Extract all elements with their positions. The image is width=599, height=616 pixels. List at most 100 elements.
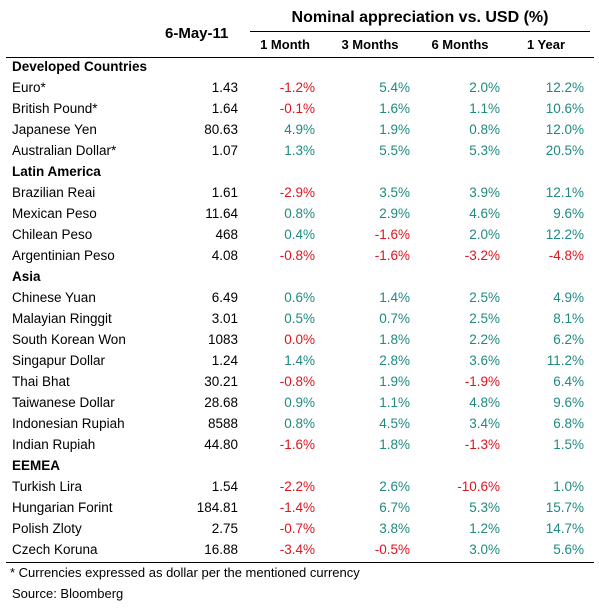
one-month-cell: 0.4%: [284, 227, 315, 242]
one-year-cell: -4.8%: [548, 248, 584, 263]
one-year-cell: 14.7%: [545, 521, 584, 536]
group-header: Developed Countries: [12, 59, 148, 74]
currency-name: Argentinian Peso: [12, 248, 115, 263]
three-months-cell: 2.8%: [379, 353, 410, 368]
one-month-cell: 0.6%: [284, 290, 315, 305]
currency-name: Japanese Yen: [12, 122, 97, 137]
currency-name: Brazilian Reai: [12, 185, 96, 200]
value-cell: 8588: [207, 416, 238, 431]
six-months-cell: 5.3%: [469, 500, 500, 515]
one-month-cell: 0.8%: [284, 416, 315, 431]
currency-name: Taiwanese Dollar: [12, 395, 115, 410]
one-month-cell: -0.8%: [279, 374, 315, 389]
one-month-cell: 0.9%: [284, 395, 315, 410]
one-month-cell: 0.8%: [284, 206, 315, 221]
currency-name: British Pound*: [12, 101, 98, 116]
six-months-cell: 2.2%: [469, 332, 500, 347]
value-cell: 11.64: [205, 206, 238, 221]
six-months-cell: 4.6%: [469, 206, 500, 221]
three-months-cell: 6.7%: [379, 500, 410, 515]
six-months-cell: 1.2%: [469, 521, 500, 536]
one-year-cell: 20.5%: [545, 143, 584, 158]
six-months-cell: 4.8%: [469, 395, 500, 410]
six-months-cell: 2.0%: [469, 80, 500, 95]
currency-name: Czech Koruna: [12, 542, 98, 557]
one-month-cell: 4.9%: [284, 122, 315, 137]
six-months-cell: 3.9%: [469, 185, 500, 200]
one-year-cell: 6.8%: [553, 416, 584, 431]
currency-name: Indian Rupiah: [12, 437, 96, 452]
three-months-cell: 1.8%: [379, 332, 410, 347]
three-months-cell: 3.5%: [379, 185, 410, 200]
currency-name: Turkish Lira: [12, 479, 83, 494]
one-year-cell: 15.7%: [545, 500, 584, 515]
one-month-cell: -1.6%: [279, 437, 315, 452]
value-cell: 1.24: [211, 353, 238, 368]
one-month-cell: -0.7%: [279, 521, 315, 536]
value-cell: 1.07: [211, 143, 238, 158]
one-month-cell: -3.4%: [279, 542, 315, 557]
currency-name: Hungarian Forint: [12, 500, 113, 515]
currency-name: South Korean Won: [12, 332, 126, 347]
value-cell: 468: [215, 227, 238, 242]
one-year-cell: 5.6%: [553, 542, 584, 557]
one-year-cell: 12.2%: [545, 80, 584, 95]
group-header: EEMEA: [12, 458, 61, 473]
currency-name: Indonesian Rupiah: [12, 416, 125, 431]
currency-name: Malayian Ringgit: [12, 311, 112, 326]
one-year-cell: 9.6%: [553, 395, 584, 410]
currency-name: Australian Dollar*: [12, 143, 117, 158]
currency-name: Chinese Yuan: [12, 290, 96, 305]
six-months-cell: 2.5%: [469, 311, 500, 326]
six-months-cell: -1.3%: [464, 437, 500, 452]
one-month-cell: -0.8%: [279, 248, 315, 263]
three-months-cell: 5.4%: [379, 80, 410, 95]
one-year-cell: 6.4%: [553, 374, 584, 389]
value-cell: 1083: [207, 332, 238, 347]
one-year-cell: 1.5%: [553, 437, 584, 452]
three-months-cell: -1.6%: [374, 227, 410, 242]
value-cell: 1.64: [211, 101, 238, 116]
one-month-cell: -2.2%: [279, 479, 315, 494]
three-months-cell: 0.7%: [379, 311, 410, 326]
one-month-cell: -1.2%: [279, 80, 315, 95]
three-months-cell: -0.5%: [374, 542, 410, 557]
three-months-cell: -1.6%: [374, 248, 410, 263]
source: Source: Bloomberg: [12, 586, 124, 601]
one-year-cell: 8.1%: [553, 311, 584, 326]
currency-name: Euro*: [12, 80, 46, 95]
six-months-cell: 3.0%: [469, 542, 500, 557]
one-month-cell: 1.3%: [284, 143, 315, 158]
three-months-cell: 1.9%: [379, 122, 410, 137]
one-year-cell: 6.2%: [553, 332, 584, 347]
column-header: 3 Months: [341, 37, 399, 52]
one-year-cell: 4.9%: [553, 290, 584, 305]
column-header: 1 Month: [260, 37, 310, 52]
currency-name: Mexican Peso: [12, 206, 97, 221]
three-months-cell: 5.5%: [379, 143, 410, 158]
six-months-cell: 2.0%: [469, 227, 500, 242]
footnote: * Currencies expressed as dollar per the…: [10, 565, 360, 580]
six-months-cell: 5.3%: [469, 143, 500, 158]
six-months-cell: -3.2%: [464, 248, 500, 263]
six-months-cell: 0.8%: [469, 122, 500, 137]
value-cell: 6.49: [211, 290, 238, 305]
group-header: Asia: [12, 269, 41, 284]
currency-name: Chilean Peso: [12, 227, 93, 242]
one-month-cell: -0.1%: [279, 101, 315, 116]
six-months-cell: -10.6%: [457, 479, 500, 494]
value-cell: 1.43: [211, 80, 238, 95]
one-year-cell: 9.6%: [553, 206, 584, 221]
three-months-cell: 2.6%: [379, 479, 410, 494]
one-year-cell: 12.1%: [545, 185, 584, 200]
column-header: 1 Year: [526, 37, 566, 52]
value-cell: 184.81: [196, 500, 238, 515]
six-months-cell: 3.4%: [469, 416, 500, 431]
six-months-cell: -1.9%: [464, 374, 500, 389]
three-months-cell: 4.5%: [379, 416, 410, 431]
six-months-cell: 3.6%: [469, 353, 500, 368]
one-year-cell: 11.2%: [546, 353, 584, 368]
one-year-cell: 12.0%: [545, 122, 584, 137]
three-months-cell: 1.1%: [379, 395, 410, 410]
value-cell: 16.88: [204, 542, 238, 557]
